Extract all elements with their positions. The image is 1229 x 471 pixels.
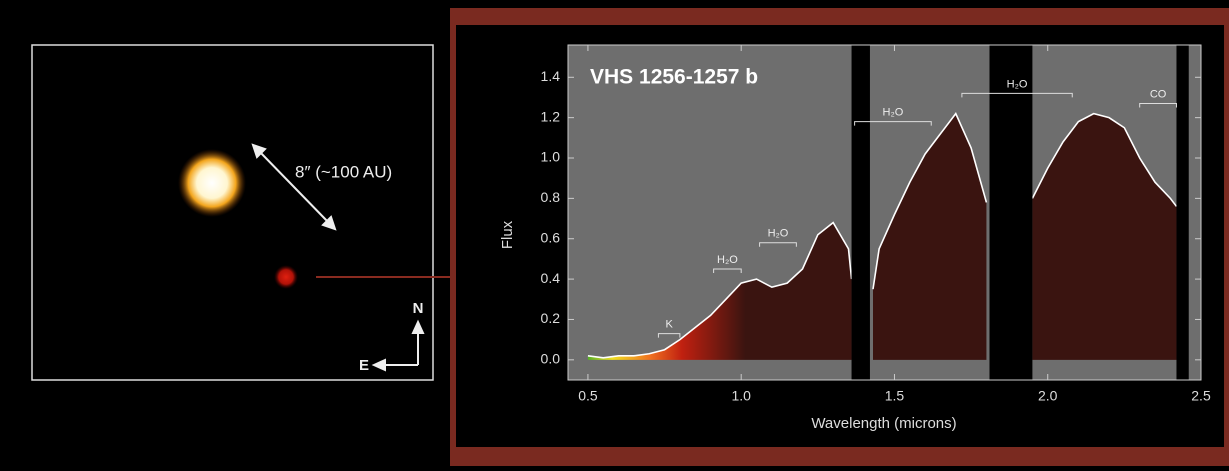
x-tick-label: 0.5: [578, 388, 598, 404]
y-tick-label: 0.8: [541, 189, 561, 205]
annotation-label: CO: [1150, 88, 1167, 100]
x-tick-label: 2.5: [1191, 388, 1211, 404]
annotation-label: H₂O: [883, 107, 904, 119]
x-tick-label: 1.0: [731, 388, 751, 404]
annotation-label: H₂O: [768, 228, 789, 240]
x-tick-label: 1.5: [885, 388, 905, 404]
y-tick-label: 0.6: [541, 229, 561, 245]
annotation-label: H₂O: [717, 254, 738, 266]
annotation-label: K: [665, 318, 673, 330]
host-star: [178, 149, 246, 217]
page: 8″ (~100 AU) N E K H₂O H₂O H₂O H₂O CO VHS 125…: [0, 0, 1229, 471]
masked-band: [852, 45, 870, 380]
x-axis-label: Wavelength (microns): [811, 415, 956, 432]
scale-label: 8″ (~100 AU): [295, 162, 392, 181]
companion: [274, 265, 298, 289]
y-axis-label: Flux: [499, 220, 516, 249]
annotation-label: H₂O: [1007, 78, 1028, 90]
y-tick-label: 1.4: [541, 68, 561, 84]
x-tick-label: 2.0: [1038, 388, 1058, 404]
y-tick-label: 1.0: [541, 149, 561, 165]
y-tick-label: 0.0: [541, 351, 561, 367]
figure: 8″ (~100 AU) N E K H₂O H₂O H₂O H₂O CO VHS 125…: [0, 0, 1229, 466]
north-label: N: [413, 300, 424, 317]
east-label: E: [359, 357, 369, 374]
y-tick-label: 0.2: [541, 310, 561, 326]
y-tick-label: 0.4: [541, 270, 561, 286]
masked-band: [989, 45, 1032, 380]
chart-title: VHS 1256-1257 b: [590, 66, 758, 89]
y-tick-label: 1.2: [541, 108, 561, 124]
masked-band: [1176, 45, 1188, 380]
